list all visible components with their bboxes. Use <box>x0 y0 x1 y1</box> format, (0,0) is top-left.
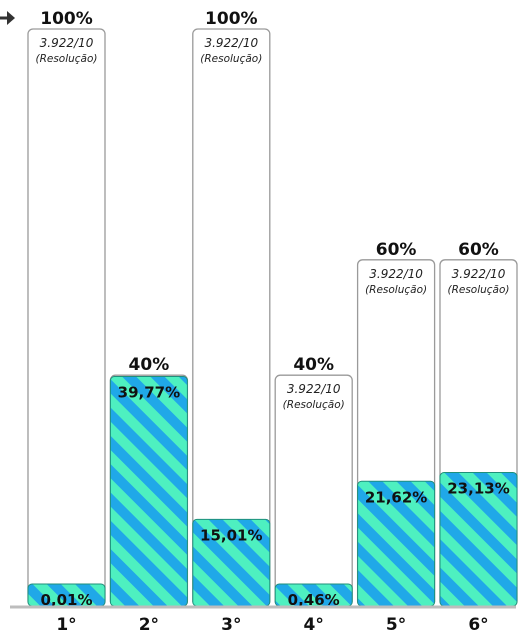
limit-label: 60% <box>458 240 499 260</box>
limit-note-source: (Resolução) <box>365 284 427 296</box>
limit-label: 40% <box>293 355 334 375</box>
category-label: 2° <box>139 615 159 635</box>
value-label: 23,13% <box>447 480 509 498</box>
arrow-icon <box>0 11 15 25</box>
limit-frame <box>27 28 106 607</box>
limit-note-value: 3.922/10 <box>40 36 94 50</box>
labels: 100% 3.922/10 (Resolução) 0,01% 1° 40% 39,77% 2… <box>35 9 509 635</box>
value-label: 21,62% <box>365 488 427 506</box>
bars <box>27 376 518 607</box>
value-label: 39,77% <box>118 384 180 402</box>
limit-label: 100% <box>40 9 93 29</box>
category-label: 3° <box>221 615 241 635</box>
limit-note-value: 3.922/10 <box>204 36 258 50</box>
category-label: 6° <box>468 615 488 635</box>
limit-note-source: (Resolução) <box>35 53 97 65</box>
limit-note-source: (Resolução) <box>200 53 262 65</box>
category-label: 1° <box>56 615 76 635</box>
limit-note-value: 3.922/10 <box>287 382 341 396</box>
limit-note-value: 3.922/10 <box>452 267 506 281</box>
value-label: 0,01% <box>40 591 92 609</box>
limit-note-source: (Resolução) <box>283 399 345 411</box>
limit-note-source: (Resolução) <box>447 284 509 296</box>
bar <box>109 376 188 607</box>
limit-label: 100% <box>205 9 258 29</box>
category-label: 5° <box>386 615 406 635</box>
value-label: 15,01% <box>200 526 262 544</box>
limit-label: 60% <box>376 240 417 260</box>
category-label: 4° <box>304 615 324 635</box>
value-label: 0,46% <box>288 591 340 609</box>
limit-label: 40% <box>129 355 170 375</box>
limit-note-value: 3.922/10 <box>369 267 423 281</box>
